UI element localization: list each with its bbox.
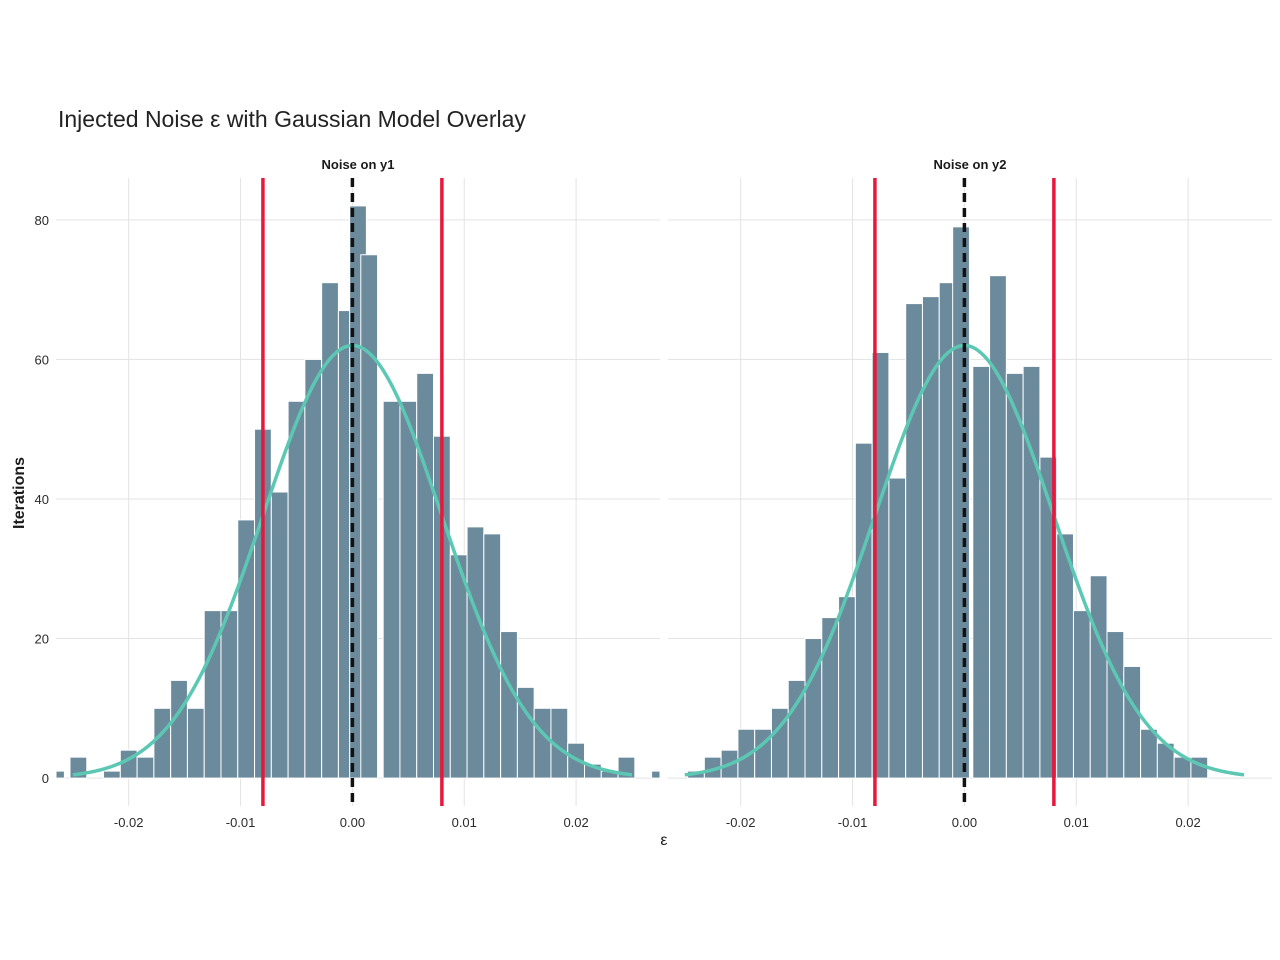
histogram-bar [170,679,188,779]
y-tick-label: 40 [35,492,49,507]
histogram-bar [399,400,418,779]
y-tick-label: 80 [35,213,49,228]
histogram-bar [270,491,289,779]
histogram-bar [1005,372,1024,779]
x-tick-label: 0.01 [452,815,477,830]
histogram-bar [360,254,379,779]
histogram-bar [136,756,155,779]
x-tick-label: 0.00 [340,815,365,830]
histogram-bar [1072,610,1091,779]
facet-panel-2: Noise on y2 -0.02 -0.01 0.00 0.01 0.02 [668,157,1272,830]
x-tick-label: 0.02 [1175,815,1200,830]
x-tick-label: -0.01 [226,815,256,830]
histogram-bar [905,303,923,779]
histogram-bar [287,400,306,779]
x-tick-label: 0.02 [563,815,588,830]
histogram-bar [854,442,873,779]
histogram-bar [972,365,991,779]
histogram-bar [186,707,205,779]
x-tick-label: 0.01 [1064,815,1089,830]
histogram-bar [103,770,121,779]
histogram-bar [1022,365,1041,779]
y-tick-label: 60 [35,352,49,367]
histogram-bar [838,596,856,779]
histogram-bar [55,770,65,779]
y-tick-label: 20 [35,632,49,647]
histogram-bar [153,707,172,779]
histogram-bar [1056,533,1074,779]
histogram-bar [952,226,970,779]
histogram-bar [1089,575,1108,779]
x-tick-label: 0.00 [952,815,977,830]
histogram-bar [237,519,256,779]
histogram-bar [1106,631,1125,779]
histogram-bar [416,372,435,779]
facet-strip-label: Noise on y1 [322,157,395,172]
histogram-bar [304,358,323,779]
x-tick-label: -0.02 [114,815,144,830]
y-tick-label: 0 [42,771,49,786]
histogram-bar [483,533,502,779]
histogram-bar [533,707,552,779]
histogram-bar [651,770,661,779]
histogram-bar [449,554,468,779]
x-tick-label: -0.01 [838,815,868,830]
histogram-bar [466,526,485,779]
histogram-bar [888,477,907,779]
histogram-bar [1123,665,1142,779]
x-axis-title: ε [660,832,667,849]
y-axis-title: Iterations [11,457,28,529]
histogram-bar [1140,728,1158,779]
histogram-bar [500,631,518,779]
histogram-bar [382,400,401,779]
histogram-bar [921,296,940,779]
chart-title: Injected Noise ε with Gaussian Model Ove… [58,106,526,132]
histogram-bar [989,275,1007,779]
histogram-bar [220,610,239,779]
facet-strip-label: Noise on y2 [934,157,1007,172]
facet-panel-1: Noise on y1 -0.02 -0.01 0.00 0.01 0.02 0 20 40 60… [35,157,661,830]
x-tick-label: -0.02 [726,815,756,830]
